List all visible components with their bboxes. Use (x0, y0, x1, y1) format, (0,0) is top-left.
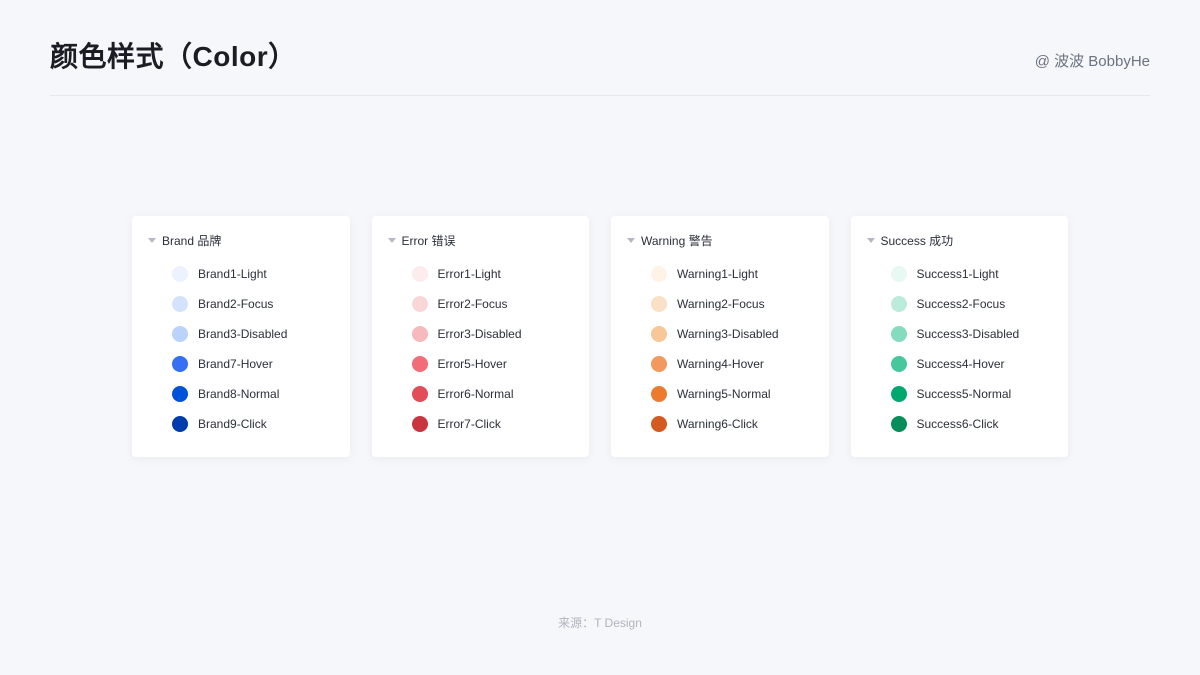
color-swatch (172, 416, 188, 432)
swatch-row[interactable]: Brand1-Light (146, 259, 336, 289)
swatch-row[interactable]: Warning6-Click (625, 409, 815, 439)
swatch-label: Brand7-Hover (198, 357, 273, 371)
swatch-row[interactable]: Error5-Hover (386, 349, 576, 379)
swatch-label: Error5-Hover (438, 357, 507, 371)
swatch-label: Brand1-Light (198, 267, 267, 281)
swatch-row[interactable]: Success4-Hover (865, 349, 1055, 379)
panel-header-brand[interactable]: Brand 品牌 (146, 232, 336, 249)
color-swatch (651, 416, 667, 432)
swatch-row[interactable]: Error1-Light (386, 259, 576, 289)
color-swatch (412, 296, 428, 312)
color-swatch (891, 356, 907, 372)
swatch-row[interactable]: Success5-Normal (865, 379, 1055, 409)
swatch-row[interactable]: Error2-Focus (386, 289, 576, 319)
swatch-label: Error6-Normal (438, 387, 514, 401)
swatch-label: Brand3-Disabled (198, 327, 287, 341)
color-swatch (891, 416, 907, 432)
footer-source: 来源：T Design (0, 614, 1200, 631)
color-swatch (891, 386, 907, 402)
swatch-label: Warning3-Disabled (677, 327, 779, 341)
swatch-label: Success2-Focus (917, 297, 1006, 311)
color-swatch (651, 356, 667, 372)
swatch-row[interactable]: Warning3-Disabled (625, 319, 815, 349)
color-swatch (891, 266, 907, 282)
swatch-row[interactable]: Brand9-Click (146, 409, 336, 439)
swatch-row[interactable]: Error7-Click (386, 409, 576, 439)
color-swatch (651, 296, 667, 312)
swatch-label: Warning2-Focus (677, 297, 765, 311)
color-swatch (172, 386, 188, 402)
swatch-row[interactable]: Warning2-Focus (625, 289, 815, 319)
swatch-row[interactable]: Brand7-Hover (146, 349, 336, 379)
swatch-label: Warning5-Normal (677, 387, 771, 401)
color-swatch (172, 326, 188, 342)
swatch-label: Success4-Hover (917, 357, 1005, 371)
panel-title-label: Error 错误 (402, 232, 456, 249)
swatch-label: Error7-Click (438, 417, 501, 431)
color-swatch (412, 356, 428, 372)
swatch-label: Brand8-Normal (198, 387, 279, 401)
swatch-label: Success5-Normal (917, 387, 1012, 401)
swatch-row[interactable]: Success6-Click (865, 409, 1055, 439)
swatch-row[interactable]: Brand8-Normal (146, 379, 336, 409)
panel-header-warning[interactable]: Warning 警告 (625, 232, 815, 249)
panel-success: Success 成功 Success1-Light Success2-Focus… (851, 216, 1069, 457)
panel-error: Error 错误 Error1-Light Error2-Focus Error… (372, 216, 590, 457)
panel-title-label: Brand 品牌 (162, 232, 221, 249)
color-swatch (172, 266, 188, 282)
page-header: 颜色样式（Color） @ 波波 BobbyHe (50, 35, 1150, 96)
color-swatch (172, 296, 188, 312)
color-swatch (651, 266, 667, 282)
swatch-label: Warning4-Hover (677, 357, 764, 371)
swatch-label: Success6-Click (917, 417, 999, 431)
chevron-down-icon (867, 238, 875, 243)
swatch-row[interactable]: Success1-Light (865, 259, 1055, 289)
color-swatch (412, 266, 428, 282)
swatch-label: Error2-Focus (438, 297, 508, 311)
swatch-label: Brand9-Click (198, 417, 267, 431)
color-swatch (412, 326, 428, 342)
swatch-label: Error1-Light (438, 267, 501, 281)
color-swatch (651, 386, 667, 402)
color-swatch (412, 416, 428, 432)
color-swatch (891, 296, 907, 312)
swatch-row[interactable]: Error6-Normal (386, 379, 576, 409)
color-swatch (172, 356, 188, 372)
swatch-row[interactable]: Brand3-Disabled (146, 319, 336, 349)
chevron-down-icon (148, 238, 156, 243)
swatch-label: Warning1-Light (677, 267, 758, 281)
color-swatch (891, 326, 907, 342)
swatch-row[interactable]: Brand2-Focus (146, 289, 336, 319)
color-swatch (651, 326, 667, 342)
swatch-row[interactable]: Success3-Disabled (865, 319, 1055, 349)
author-label: @ 波波 BobbyHe (1035, 50, 1150, 71)
color-swatch (412, 386, 428, 402)
panel-warning: Warning 警告 Warning1-Light Warning2-Focus… (611, 216, 829, 457)
chevron-down-icon (627, 238, 635, 243)
swatch-label: Brand2-Focus (198, 297, 273, 311)
panel-header-error[interactable]: Error 错误 (386, 232, 576, 249)
page-title: 颜色样式（Color） (50, 35, 297, 75)
chevron-down-icon (388, 238, 396, 243)
swatch-row[interactable]: Success2-Focus (865, 289, 1055, 319)
swatch-row[interactable]: Error3-Disabled (386, 319, 576, 349)
swatch-row[interactable]: Warning5-Normal (625, 379, 815, 409)
color-panels-row: Brand 品牌 Brand1-Light Brand2-Focus Brand… (50, 216, 1150, 457)
swatch-label: Error3-Disabled (438, 327, 522, 341)
swatch-label: Success3-Disabled (917, 327, 1020, 341)
panel-brand: Brand 品牌 Brand1-Light Brand2-Focus Brand… (132, 216, 350, 457)
panel-header-success[interactable]: Success 成功 (865, 232, 1055, 249)
swatch-label: Success1-Light (917, 267, 999, 281)
swatch-row[interactable]: Warning1-Light (625, 259, 815, 289)
panel-title-label: Warning 警告 (641, 232, 713, 249)
swatch-label: Warning6-Click (677, 417, 758, 431)
panel-title-label: Success 成功 (881, 232, 954, 249)
swatch-row[interactable]: Warning4-Hover (625, 349, 815, 379)
